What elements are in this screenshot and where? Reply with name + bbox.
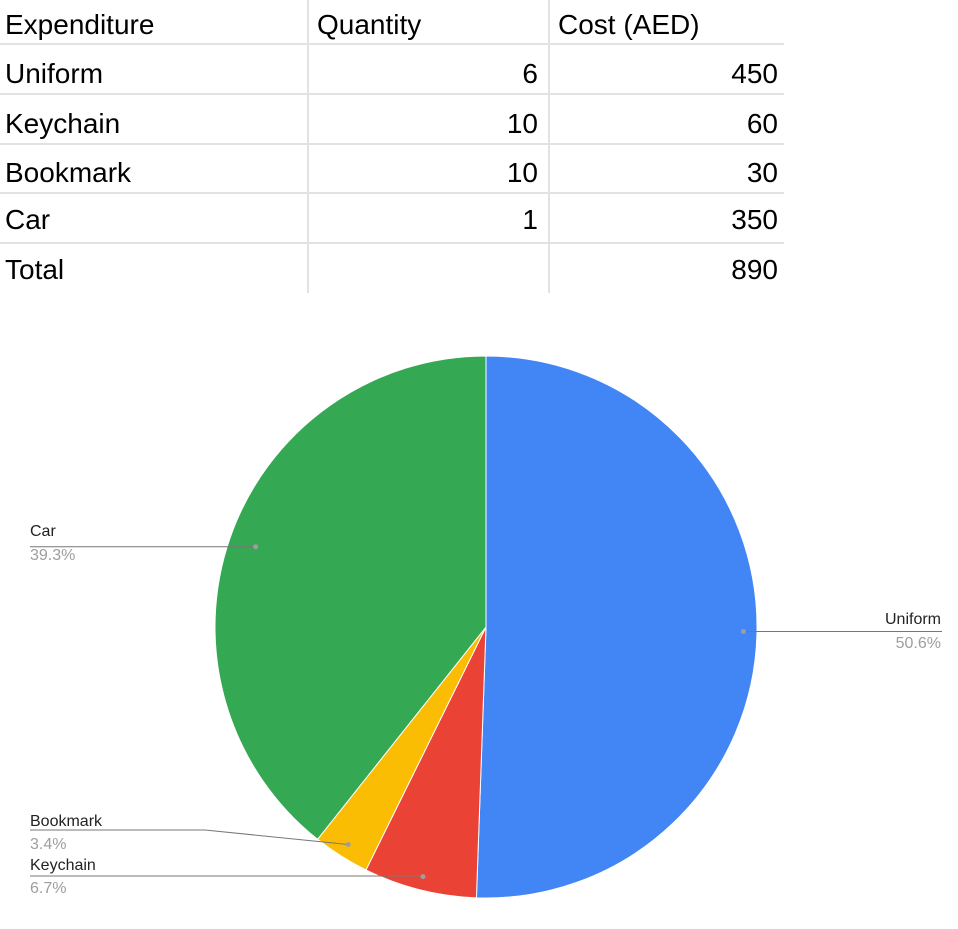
slice-percent-uniform: 50.6% — [896, 635, 941, 652]
cell-expenditure[interactable]: Uniform — [5, 58, 104, 89]
leader-dot-uniform — [740, 629, 746, 634]
leader-dot-car — [253, 544, 259, 550]
cell-cost[interactable]: 450 — [731, 58, 778, 89]
cell-expenditure[interactable]: Bookmark — [5, 157, 132, 188]
table-row: Uniform 6 450 — [0, 49, 784, 98]
slice-percent-car: 39.3% — [30, 547, 75, 564]
slice-label-uniform: Uniform — [885, 611, 941, 628]
pie-labels: Uniform 50.6% Keychain 6.7% Bookmark 3.4% Car 3… — [30, 523, 942, 897]
cell-expenditure[interactable]: Car — [5, 204, 51, 235]
row-divider — [0, 143, 784, 145]
row-divider — [0, 93, 784, 95]
row-divider — [0, 192, 784, 194]
slice-label-keychain: Keychain — [30, 857, 96, 874]
cell-expenditure[interactable]: Keychain — [5, 108, 121, 139]
cell-quantity[interactable]: 1 — [522, 204, 538, 235]
header-cost[interactable]: Cost (AED) — [558, 9, 700, 40]
header-quantity[interactable]: Quantity — [317, 9, 422, 40]
pie-slice-keychain[interactable] — [365, 626, 487, 899]
leader-line-keychain — [30, 875, 424, 877]
slice-label-car: Car — [30, 523, 56, 540]
table-row: Car 1 350 — [0, 195, 784, 244]
header-expenditure[interactable]: Expenditure — [5, 9, 155, 40]
row-divider — [0, 43, 784, 45]
cell-expenditure[interactable]: Total — [5, 254, 65, 285]
cell-cost[interactable]: 350 — [731, 204, 778, 235]
column-divider — [548, 0, 550, 293]
row-divider — [0, 242, 784, 244]
pie-slice-uniform[interactable] — [475, 355, 758, 899]
cell-quantity[interactable]: 6 — [522, 58, 538, 89]
slice-percent-bookmark: 3.4% — [30, 836, 66, 853]
table-row-total: Total 890 — [0, 245, 784, 294]
cell-cost[interactable]: 60 — [746, 108, 778, 139]
slice-label-bookmark: Bookmark — [30, 813, 103, 830]
cell-quantity[interactable]: 10 — [506, 108, 538, 139]
slice-percent-keychain: 6.7% — [30, 880, 66, 897]
pie-slice-car[interactable] — [214, 355, 487, 841]
leader-line-bookmark — [30, 829, 349, 845]
table-row: Keychain 10 60 — [0, 99, 784, 148]
table-header-row: Expenditure Quantity Cost (AED) — [0, 0, 784, 49]
leader-dot-keychain — [420, 874, 426, 880]
table-row: Bookmark 10 30 — [0, 148, 784, 197]
pie-slices — [214, 355, 758, 899]
column-divider — [307, 0, 309, 293]
leader-dot-bookmark — [345, 842, 351, 847]
cell-quantity[interactable]: 10 — [506, 157, 538, 188]
cell-cost[interactable]: 30 — [746, 157, 778, 188]
cell-cost[interactable]: 890 — [731, 254, 778, 285]
